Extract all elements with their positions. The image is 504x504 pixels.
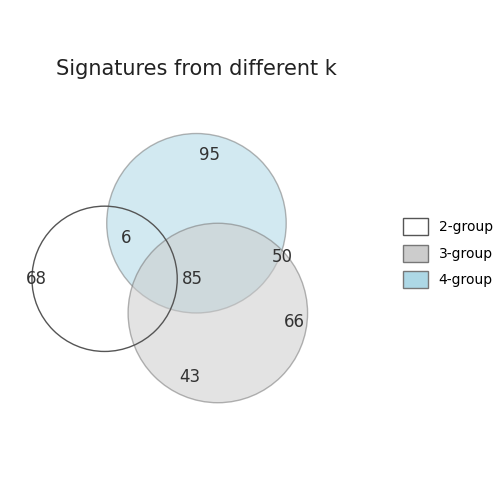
Circle shape xyxy=(107,134,286,313)
Title: Signatures from different k: Signatures from different k xyxy=(56,59,337,80)
Legend: 2-group, 3-group, 4-group: 2-group, 3-group, 4-group xyxy=(396,211,500,295)
Text: 68: 68 xyxy=(26,270,47,288)
Circle shape xyxy=(128,223,307,403)
Text: 95: 95 xyxy=(199,146,220,164)
Text: 43: 43 xyxy=(179,368,201,386)
Text: 50: 50 xyxy=(272,248,292,267)
Text: 6: 6 xyxy=(120,229,131,247)
Text: 85: 85 xyxy=(181,270,203,288)
Text: 66: 66 xyxy=(284,312,305,331)
